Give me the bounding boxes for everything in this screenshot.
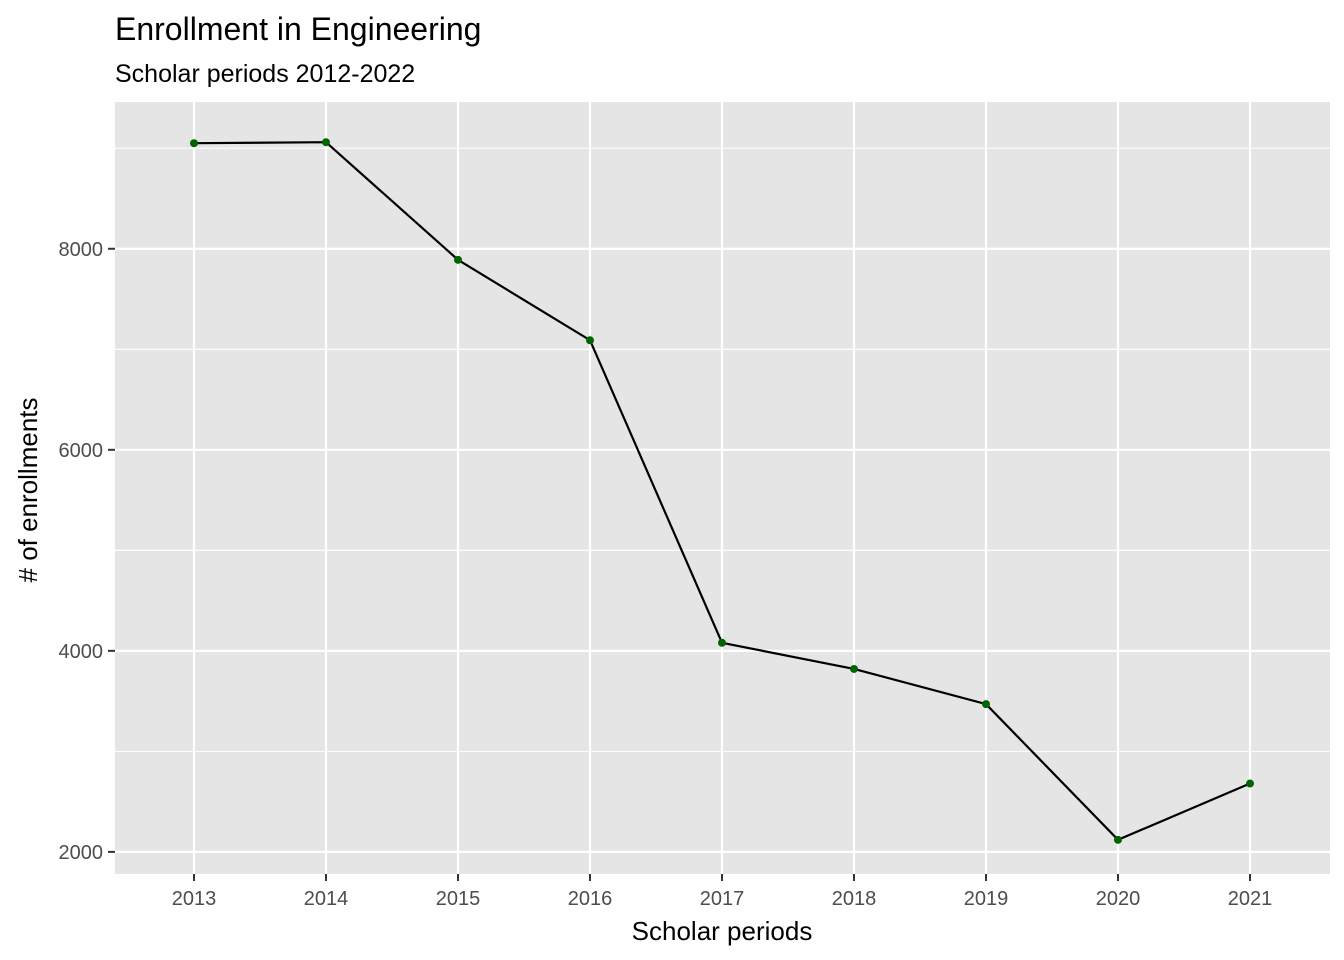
chart-subtitle: Scholar periods 2012-2022 — [115, 60, 415, 88]
data-point — [718, 638, 726, 647]
x-axis-title: Scholar periods — [632, 916, 813, 946]
y-axis-title: # of enrollments — [13, 398, 43, 583]
x-axis: 2013 2014 2015 2016 2017 2018 2019 2020 2021 — [172, 874, 1273, 910]
y-tick-label: 2000 — [59, 842, 104, 864]
data-points — [190, 138, 1254, 844]
y-tick-label: 6000 — [59, 440, 104, 462]
y-axis: 2000 4000 6000 8000 — [59, 239, 115, 864]
x-tick-label: 2017 — [700, 888, 745, 910]
data-point — [1246, 779, 1254, 788]
y-tick-label: 4000 — [59, 641, 104, 663]
x-tick-label: 2020 — [1096, 888, 1141, 910]
grid-major — [115, 102, 1330, 874]
x-tick-label: 2018 — [832, 888, 877, 910]
x-tick-label: 2013 — [172, 888, 217, 910]
x-tick-label: 2015 — [436, 888, 481, 910]
data-point — [190, 139, 198, 148]
data-point — [850, 664, 858, 673]
data-point — [322, 138, 330, 147]
x-tick-label: 2019 — [964, 888, 1009, 910]
y-tick-label: 8000 — [59, 239, 104, 261]
x-tick-label: 2021 — [1228, 888, 1273, 910]
data-point — [1114, 835, 1122, 844]
data-point — [982, 700, 990, 709]
x-tick-label: 2014 — [304, 888, 349, 910]
x-tick-label: 2016 — [568, 888, 613, 910]
data-point — [454, 255, 462, 264]
chart-title: Enrollment in Engineering — [115, 11, 481, 47]
data-point — [586, 336, 594, 345]
